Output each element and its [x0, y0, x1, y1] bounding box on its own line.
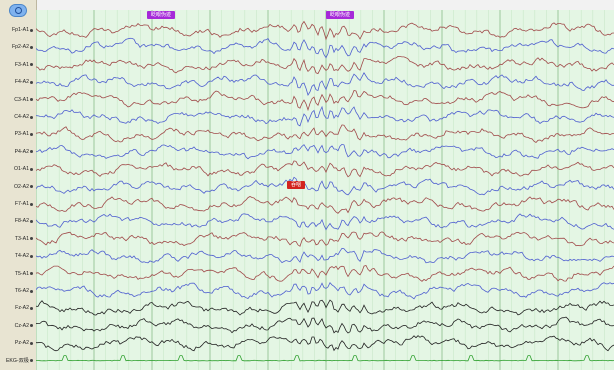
channel-label[interactable]: F4-A2: [0, 77, 35, 87]
channel-dot-icon: [30, 289, 33, 293]
channel-dot-icon: [30, 132, 33, 136]
channel-dot-icon: [30, 306, 33, 310]
annotation-marker[interactable]: 眨眼伪迹: [147, 11, 176, 19]
eeg-channel-trace: [36, 105, 614, 127]
channel-dot-icon: [30, 80, 33, 84]
channel-label-text: F3-A1: [14, 61, 29, 68]
eeg-channel-trace: [36, 20, 614, 41]
channel-dot-icon: [30, 359, 33, 363]
channel-label[interactable]: T5-A1: [0, 269, 35, 279]
channel-label[interactable]: C3-A1: [0, 95, 35, 105]
channel-label-text: Pz-A2: [14, 340, 29, 347]
channel-label-text: F8-A2: [14, 218, 29, 225]
channel-label[interactable]: O1-A1: [0, 164, 35, 174]
channel-label-text: T3-A1: [14, 235, 29, 242]
channel-dot-icon: [30, 254, 33, 258]
channel-label[interactable]: O2-A2: [0, 182, 35, 192]
channel-dot-icon: [30, 150, 33, 154]
channel-label[interactable]: Fp1-A1: [0, 25, 35, 35]
channel-label-text: O1-A1: [14, 166, 29, 173]
eeg-channel-trace: [36, 265, 614, 282]
channel-label-text: T5-A1: [14, 270, 29, 277]
channel-dot-icon: [30, 324, 33, 328]
channel-label[interactable]: C4-A2: [0, 112, 35, 122]
eeg-channel-trace: [36, 71, 614, 96]
eeg-channel-trace: [36, 316, 614, 334]
annotation-marker[interactable]: 眨眼伪迹: [326, 11, 355, 19]
channel-label[interactable]: Fz-A2: [0, 303, 35, 313]
eeg-channel-trace: [36, 299, 614, 316]
channel-label[interactable]: P3-A1: [0, 129, 35, 139]
eeg-channel-trace: [36, 37, 614, 59]
eeg-channel-trace: [36, 124, 614, 144]
channel-dot-icon: [30, 272, 33, 276]
channel-label-text: Fp2-A2: [11, 44, 29, 51]
channel-label[interactable]: Fp2-A2: [0, 42, 35, 52]
eeg-channel-trace: [36, 160, 614, 178]
channel-label-text: Cz-A2: [14, 322, 29, 329]
channel-label-text: Fz-A2: [15, 305, 29, 312]
channel-label-text: P3-A1: [14, 131, 29, 138]
eeg-channel-trace: [36, 176, 614, 196]
channel-label[interactable]: EKG-双极: [0, 356, 35, 366]
channel-label-text: C4-A2: [14, 114, 29, 120]
channel-label-text: T6-A2: [14, 288, 29, 294]
channel-label-text: C3-A1: [14, 96, 29, 103]
eeg-channel-trace: [36, 281, 614, 300]
channel-label[interactable]: F7-A1: [0, 199, 35, 209]
channel-label-text: F7-A1: [14, 201, 29, 207]
channel-label[interactable]: P4-A2: [0, 147, 35, 157]
channel-label-text: P4-A2: [14, 148, 29, 155]
channel-label-text: O2-A2: [14, 183, 29, 190]
channel-label[interactable]: F8-A2: [0, 216, 35, 226]
channel-dot-icon: [30, 45, 33, 49]
channel-label[interactable]: F3-A1: [0, 60, 35, 70]
channel-dot-icon: [30, 341, 33, 345]
eeg-channel-trace: [36, 335, 614, 352]
channel-dot-icon: [30, 115, 33, 119]
eeg-waveform-canvas[interactable]: [36, 10, 614, 370]
channel-dot-icon: [30, 237, 33, 241]
channel-label-text: F4-A2: [14, 79, 29, 86]
eeg-channel-trace: [36, 90, 614, 112]
eeg-channel-trace: [36, 55, 614, 75]
eeg-trace-area[interactable]: [36, 10, 614, 370]
channel-dot-icon: [30, 219, 33, 223]
channel-label[interactable]: T6-A2: [0, 286, 35, 296]
channel-dot-icon: [30, 202, 33, 206]
channel-dot-icon: [30, 98, 33, 102]
channel-label[interactable]: T3-A1: [0, 234, 35, 244]
eeg-channel-trace: [36, 247, 614, 264]
channel-label-text: T4-A2: [14, 253, 29, 260]
app-logo-icon[interactable]: [9, 4, 27, 17]
eeg-channel-trace: [36, 355, 614, 362]
channel-dot-icon: [30, 167, 33, 171]
channel-label[interactable]: Cz-A2: [0, 321, 35, 331]
channel-label-text: Fp1-A1: [11, 27, 29, 33]
eeg-channel-trace: [36, 143, 614, 160]
channel-label[interactable]: T4-A2: [0, 251, 35, 261]
channel-label-text: EKG-双极: [5, 358, 29, 365]
channel-label-panel: Fp1-A1 Fp2-A2 F3-A1 F4-A2 C3-A1 C4-A2 P3-A1 P4-…: [0, 0, 37, 370]
channel-dot-icon: [30, 63, 33, 67]
channel-dot-icon: [30, 28, 33, 32]
eeg-channel-trace: [36, 196, 614, 214]
annotation-marker[interactable]: 吞咽: [287, 181, 306, 189]
channel-dot-icon: [30, 185, 33, 189]
channel-label[interactable]: Pz-A2: [0, 338, 35, 348]
eeg-channel-trace: [36, 231, 614, 247]
eeg-channel-trace: [36, 213, 614, 231]
